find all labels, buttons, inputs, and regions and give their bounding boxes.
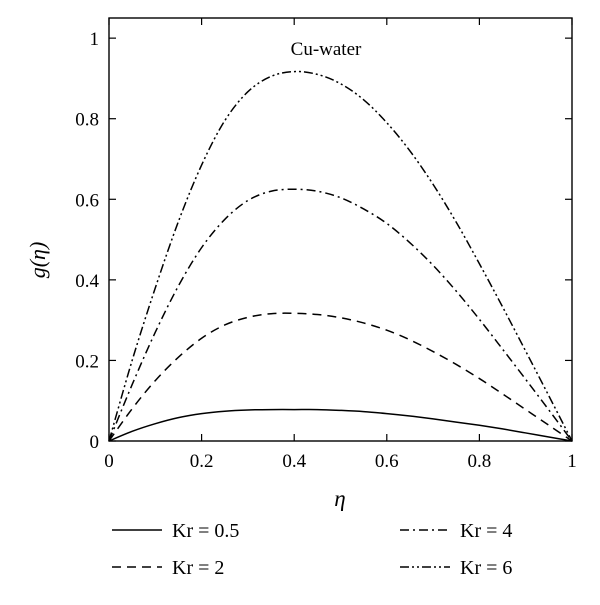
legend: Kr = 0.5 Kr = 2 Kr = 4 Kr = 6 <box>112 520 512 579</box>
x-tick-label: 0 <box>104 451 114 472</box>
chart-title: Cu-water <box>291 39 362 60</box>
y-tick-label: 0.4 <box>75 271 99 292</box>
y-tick-label: 0 <box>90 432 100 453</box>
plot-frame <box>108 17 573 442</box>
axes: 0 0.2 0.4 0.6 0.8 1 0 0.2 0.4 0.6 0.8 1 <box>75 17 577 472</box>
y-tick-label: 0.2 <box>75 351 99 372</box>
series-line-4 <box>108 70 573 442</box>
x-tick-label: 0.6 <box>375 451 399 472</box>
series-line-1 <box>108 408 573 442</box>
y-tick-label: 0.8 <box>75 110 99 131</box>
x-tick-label: 0.2 <box>190 451 214 472</box>
x-axis-label: η <box>334 486 345 511</box>
legend-label-1: Kr = 0.5 <box>172 520 239 542</box>
legend-label-2: Kr = 2 <box>172 557 224 579</box>
plot-area <box>108 70 573 442</box>
y-tick-label: 0.6 <box>75 190 99 211</box>
x-tick-label: 0.4 <box>282 451 306 472</box>
x-tick-label: 0.8 <box>468 451 492 472</box>
y-tick-label: 1 <box>90 29 100 50</box>
series-line-3 <box>108 188 573 442</box>
y-axis-label: g(η) <box>25 242 50 279</box>
legend-label-4: Kr = 6 <box>460 557 512 579</box>
series-line-2 <box>108 312 573 442</box>
x-tick-label: 1 <box>567 451 577 472</box>
legend-label-3: Kr = 4 <box>460 520 512 542</box>
